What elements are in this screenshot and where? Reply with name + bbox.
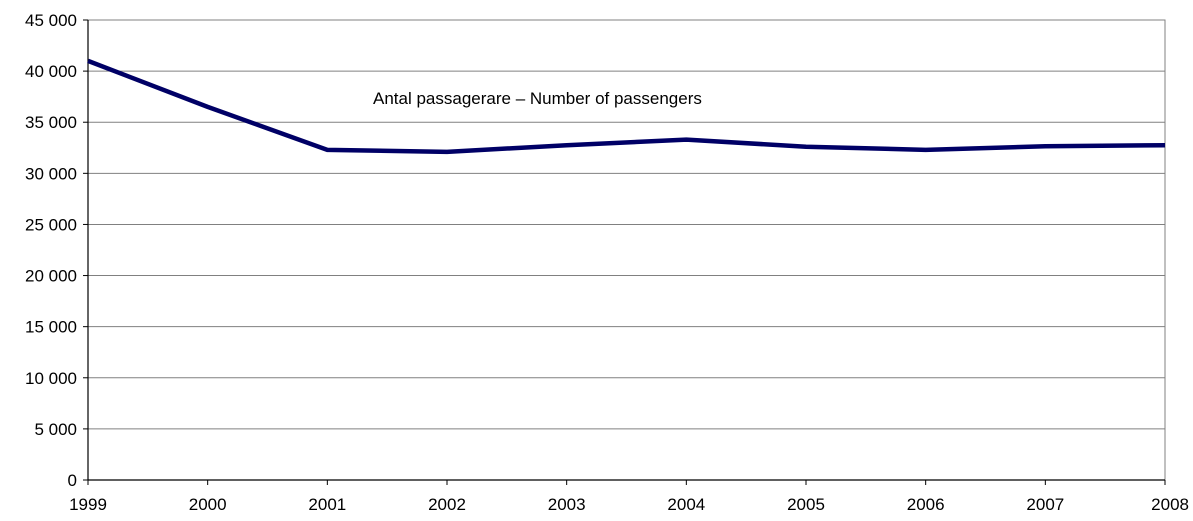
- y-tick-label: 10 000: [25, 369, 77, 388]
- y-tick-label: 15 000: [25, 318, 77, 337]
- axes: [83, 19, 1166, 485]
- x-tick-label: 2004: [667, 495, 705, 514]
- y-tick-label: 35 000: [25, 113, 77, 132]
- series-line: [87, 58, 1166, 155]
- x-axis-tick-labels: 1999 2000 2001 2002 2003 2004 2005 2006 2007 2008: [69, 495, 1189, 514]
- x-tick-label: 2000: [189, 495, 227, 514]
- y-tick-label: 20 000: [25, 267, 77, 286]
- x-tick-label: 2006: [907, 495, 945, 514]
- series: [87, 58, 1166, 155]
- x-tick-label: 2001: [308, 495, 346, 514]
- x-tick-label: 2005: [787, 495, 825, 514]
- y-tick-label: 40 000: [25, 62, 77, 81]
- y-tick-label: 5 000: [34, 420, 77, 439]
- chart-annotation: Antal passagerare – Number of passengers: [373, 89, 702, 108]
- y-tick-label: 25 000: [25, 215, 77, 234]
- y-axis-tick-labels: 0 5 000 10 000 15 000 20 000 25 000 30 000 35 0…: [25, 11, 77, 490]
- x-tick-label: 1999: [69, 495, 107, 514]
- y-tick-label: 0: [68, 471, 77, 490]
- gridlines: [88, 19, 1165, 430]
- y-tick-label: 45 000: [25, 11, 77, 30]
- y-tick-label: 30 000: [25, 164, 77, 183]
- x-tick-label: 2008: [1151, 495, 1189, 514]
- x-tick-label: 2007: [1026, 495, 1064, 514]
- x-tick-label: 2003: [548, 495, 586, 514]
- x-tick-label: 2002: [428, 495, 466, 514]
